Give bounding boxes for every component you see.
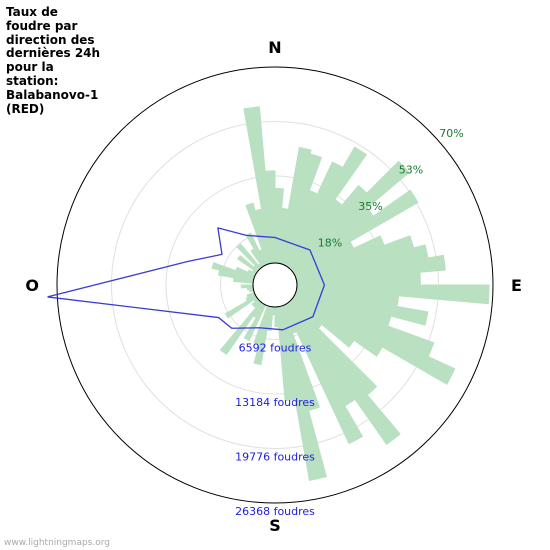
svg-text:E: E xyxy=(511,276,522,295)
svg-text:S: S xyxy=(269,516,281,535)
svg-text:19776 foudres: 19776 foudres xyxy=(235,451,315,464)
svg-text:18%: 18% xyxy=(318,237,342,250)
svg-text:26368 foudres: 26368 foudres xyxy=(235,505,315,518)
svg-text:13184 foudres: 13184 foudres xyxy=(235,396,315,409)
hub xyxy=(253,263,297,307)
credit-text: www.lightningmaps.org xyxy=(4,538,110,548)
svg-text:6592 foudres: 6592 foudres xyxy=(239,342,312,355)
svg-text:35%: 35% xyxy=(358,200,382,213)
rose-chart: N S E O 18% 35% 53% 70% 6592 foudres 13184 foudre… xyxy=(0,0,550,550)
svg-text:N: N xyxy=(268,38,281,57)
rose-bars xyxy=(212,107,489,481)
svg-text:53%: 53% xyxy=(399,164,423,177)
svg-text:70%: 70% xyxy=(439,127,463,140)
svg-text:O: O xyxy=(25,276,39,295)
